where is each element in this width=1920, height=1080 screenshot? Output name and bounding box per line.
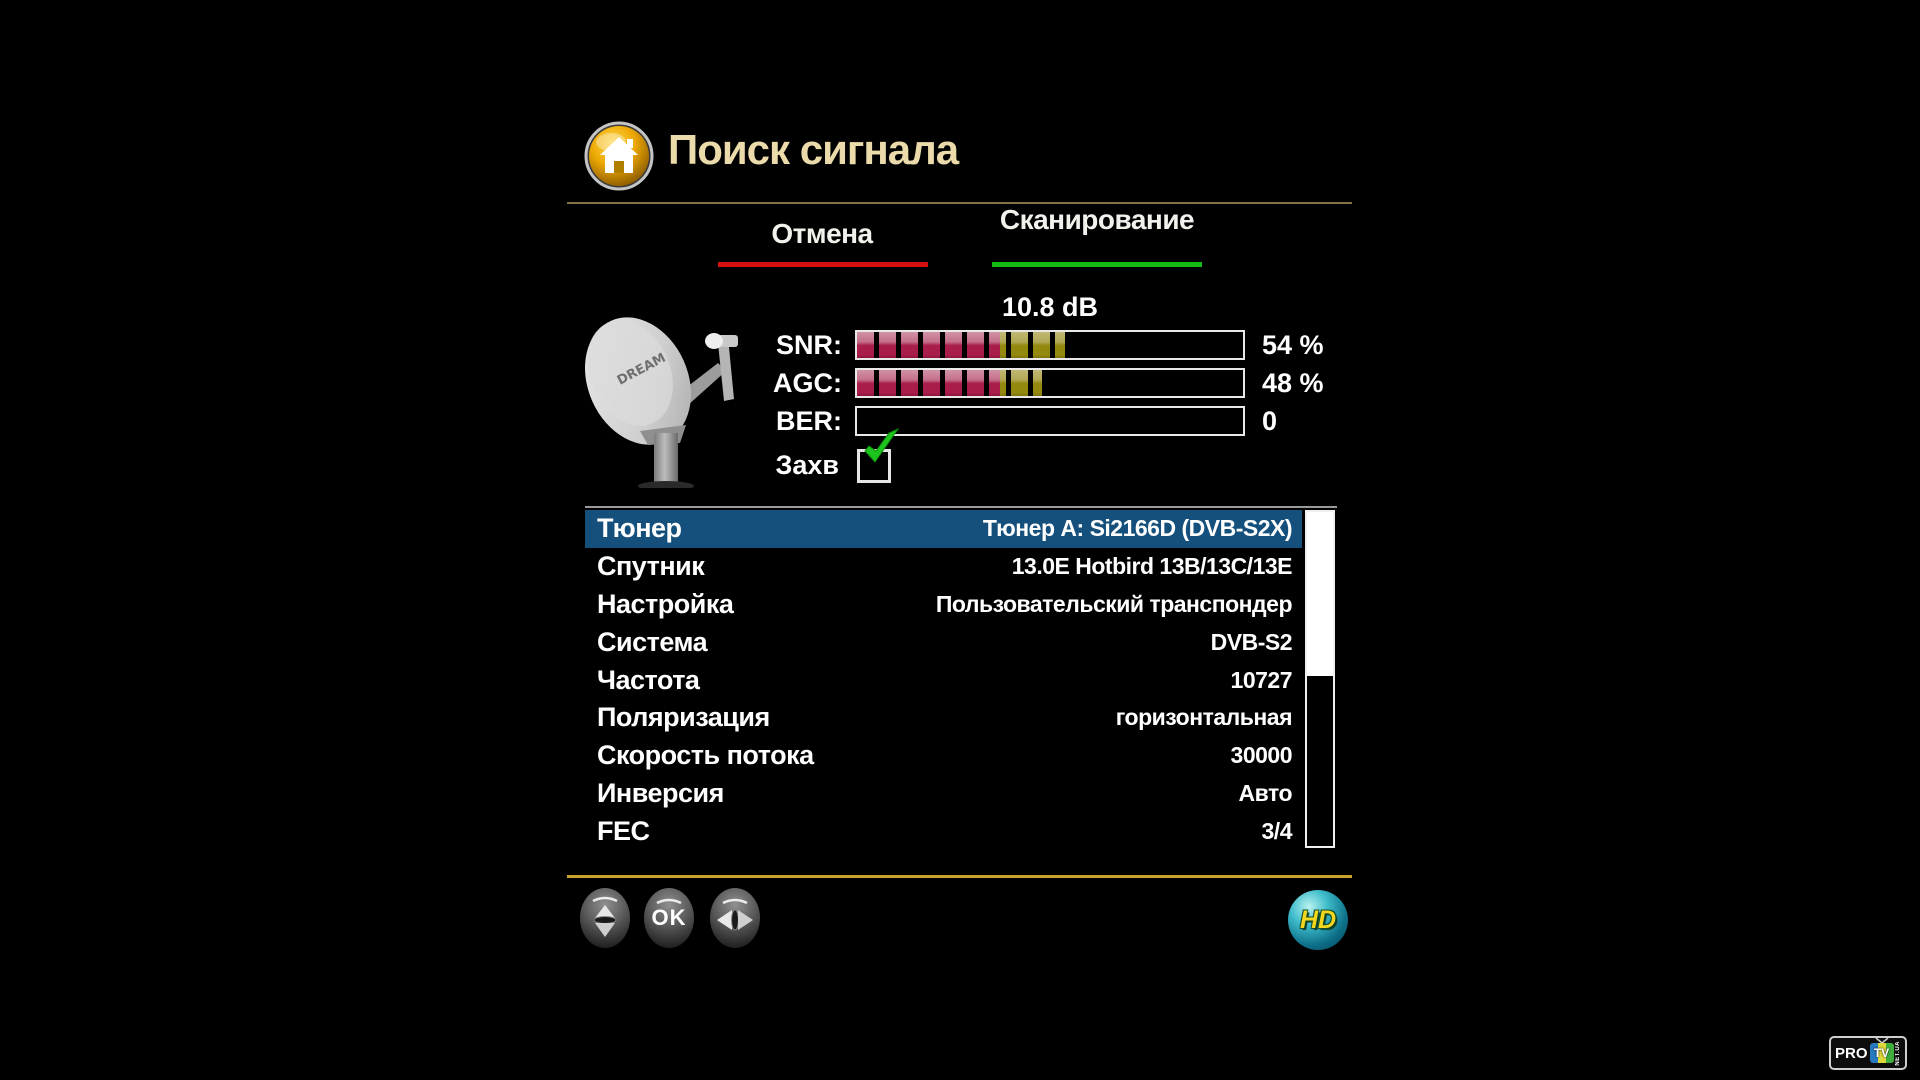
settings-row-value: горизонтальная [1115, 704, 1293, 731]
settings-row-label: Спутник [597, 551, 705, 582]
settings-row-value: Пользовательский транспондер [935, 590, 1293, 617]
settings-row-label: FEC [597, 815, 650, 846]
satellite-dish-image: DREAM [585, 317, 738, 488]
meter-value: 48 % [1262, 368, 1324, 398]
protv-pro-text: PRO [1835, 1044, 1868, 1062]
footer-divider [567, 875, 1352, 878]
scan-underline [992, 262, 1202, 267]
settings-row[interactable]: Тюнер Тюнер A: Si2166D (DVB-S2X) [585, 510, 1302, 548]
settings-row-label: Тюнер [597, 513, 682, 544]
settings-row[interactable]: Скорость потока 30000 [585, 737, 1302, 775]
settings-row-value: 30000 [1230, 742, 1293, 769]
snr-db-value: 10.8 dB [1001, 292, 1099, 322]
table-top-border [585, 506, 1337, 508]
settings-row-label: Поляризация [597, 702, 770, 733]
settings-row[interactable]: Частота 10727 [585, 661, 1302, 699]
settings-row[interactable]: Поляризация горизонтальная [585, 699, 1302, 737]
scan-button[interactable]: Сканирование [999, 204, 1195, 235]
hd-logo: HD [1288, 890, 1348, 950]
settings-row-value: Тюнер A: Si2166D (DVB-S2X) [982, 515, 1293, 542]
settings-row-label: Система [597, 626, 708, 657]
cancel-button[interactable]: Отмена [771, 218, 873, 249]
hd-label: HD [1299, 905, 1337, 934]
settings-row[interactable]: Система DVB-S2 [585, 623, 1302, 661]
settings-row[interactable]: FEC 3/4 [585, 812, 1302, 850]
protv-watermark: PRO TV NET.UA [1829, 1036, 1907, 1070]
lock-label: Захв [775, 450, 839, 480]
settings-row-label: Настройка [597, 588, 734, 619]
up-down-arrows-icon [592, 896, 618, 937]
header-divider [567, 202, 1352, 204]
settings-row-value: Авто [1238, 779, 1293, 806]
meter-bar [855, 406, 1245, 436]
settings-row[interactable]: Спутник 13.0E Hotbird 13B/13C/13E [585, 548, 1302, 586]
protv-netua-text: NET.UA [1894, 1040, 1901, 1066]
left-right-arrows-icon [717, 898, 753, 931]
meter-bar [855, 368, 1245, 398]
meter-value: 54 % [1262, 330, 1324, 360]
settings-row-value: 13.0E Hotbird 13B/13C/13E [1011, 553, 1293, 580]
settings-row-value: 10727 [1230, 666, 1293, 693]
cancel-underline [718, 262, 928, 267]
settings-row-value: DVB-S2 [1210, 628, 1293, 655]
ok-label: OK [651, 905, 687, 930]
page-title: Поиск сигнала [668, 126, 959, 173]
settings-row-label: Частота [597, 664, 700, 695]
up-down-nav-button[interactable] [580, 888, 630, 948]
meter-label: AGC: [773, 368, 842, 398]
settings-row-value: 3/4 [1261, 817, 1293, 844]
signal-meter-panel: 10.8 dB SNR: 54 % AGC: 48 % BER: 0 Захв [567, 290, 1357, 505]
protv-tv-text: TV [1873, 1046, 1890, 1060]
settings-row[interactable]: Инверсия Авто [585, 774, 1302, 812]
table-scrollbar[interactable] [1305, 510, 1335, 848]
scrollbar-thumb[interactable] [1307, 512, 1333, 676]
lock-check-icon [864, 427, 900, 463]
tv-antenna-icon [1875, 1038, 1888, 1043]
ok-button-highlight [656, 898, 682, 905]
meter-bar [855, 330, 1245, 360]
protv-tv-icon: TV [1869, 1038, 1894, 1063]
left-right-nav-button[interactable] [710, 888, 760, 948]
meter-label: SNR: [776, 330, 842, 360]
tuner-settings-table: Тюнер Тюнер A: Si2166D (DVB-S2X) Спутник 13… [585, 510, 1337, 850]
meter-value: 0 [1262, 406, 1278, 436]
meter-label: BER: [776, 406, 842, 436]
settings-row[interactable]: Настройка Пользовательский транспондер [585, 586, 1302, 624]
settings-row-label: Инверсия [597, 777, 724, 808]
settings-row-label: Скорость потока [597, 740, 814, 771]
ok-button[interactable]: OK [644, 888, 694, 948]
home-icon [584, 121, 654, 191]
